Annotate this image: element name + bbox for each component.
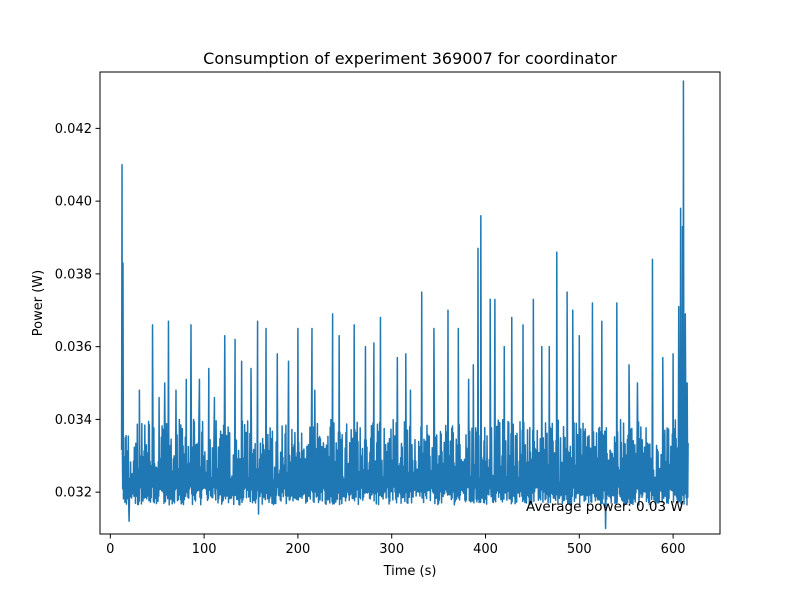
axes-spines	[99, 71, 721, 535]
x-tick-label: 500	[567, 542, 592, 557]
y-tick-label: 0.032	[55, 486, 92, 501]
y-axis-label: Power (W)	[31, 270, 46, 336]
x-axis-ticks: 0 100 200 300 400 500 600	[106, 534, 686, 557]
y-tick-label: 0.040	[55, 195, 92, 210]
y-tick-label: 0.038	[55, 267, 92, 282]
x-tick-label: 200	[285, 542, 310, 557]
y-tick-label: 0.036	[55, 340, 92, 355]
axes-frame	[99, 71, 721, 535]
average-power-annotation: Average power: 0.03 W	[526, 499, 684, 515]
y-tick-label: 0.034	[55, 413, 92, 428]
series-layer	[120, 80, 689, 530]
x-tick-label: 100	[192, 542, 217, 557]
x-tick-label: 300	[379, 542, 404, 557]
x-tick-label: 0	[106, 542, 114, 557]
power-series-line	[120, 80, 689, 530]
y-tick-label: 0.042	[55, 122, 92, 137]
x-tick-label: 400	[473, 542, 498, 557]
y-axis-ticks: 0.032 0.034 0.036 0.038 0.040 0.042	[55, 122, 100, 501]
chart-title: Consumption of experiment 369007 for coo…	[203, 49, 617, 68]
x-tick-label: 600	[661, 542, 686, 557]
x-axis-label: Time (s)	[383, 564, 437, 579]
